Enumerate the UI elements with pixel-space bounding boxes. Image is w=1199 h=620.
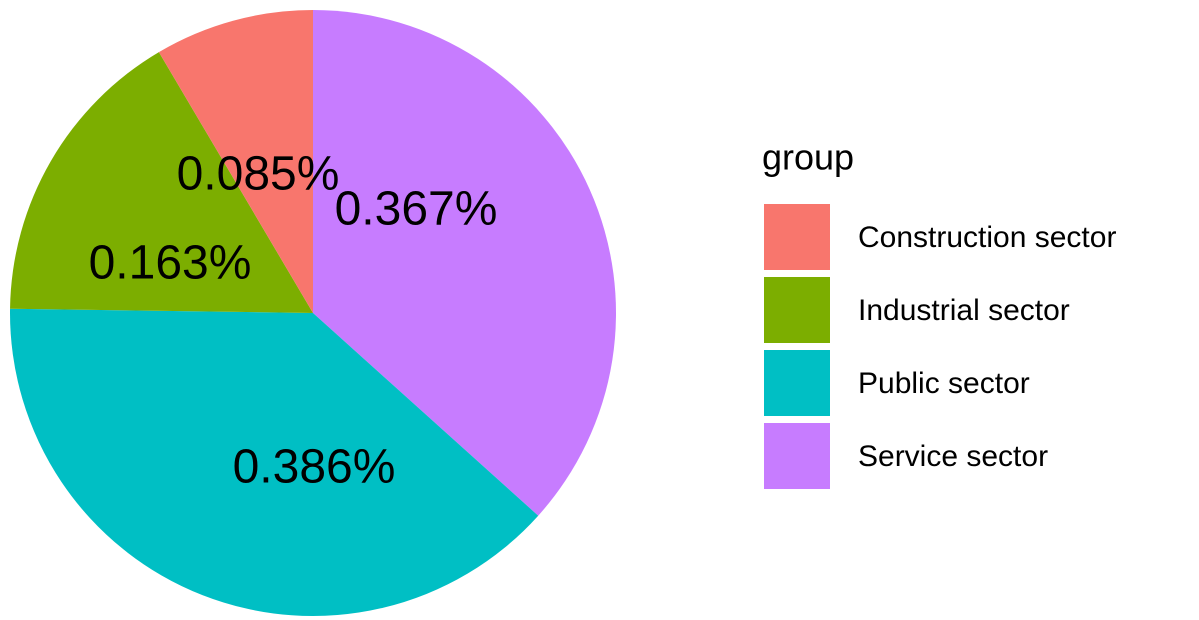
legend-key — [764, 350, 830, 416]
pie-slice — [10, 308, 539, 616]
legend-key — [764, 204, 830, 270]
legend-key — [764, 423, 830, 489]
value-label: 0.163% — [89, 237, 252, 290]
legend-key — [764, 277, 830, 343]
legend-title: group — [762, 137, 854, 178]
value-label: 0.386% — [233, 441, 396, 494]
legend-label: Industrial sector — [858, 294, 1070, 327]
value-label: 0.085% — [177, 148, 340, 201]
value-label: 0.367% — [335, 183, 498, 236]
legend-label: Construction sector — [858, 221, 1116, 254]
pie-slice — [313, 10, 616, 516]
pie-slice — [10, 52, 314, 313]
legend-label: Service sector — [858, 440, 1048, 473]
pie-slice — [158, 10, 313, 313]
legend-label: Public sector — [858, 367, 1030, 400]
